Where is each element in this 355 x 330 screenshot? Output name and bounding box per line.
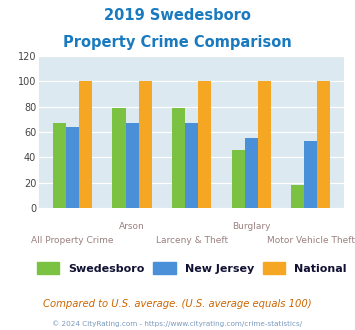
Text: Larceny & Theft: Larceny & Theft	[155, 236, 228, 245]
Text: Property Crime Comparison: Property Crime Comparison	[63, 35, 292, 50]
Bar	[304, 141, 317, 208]
Bar	[185, 123, 198, 208]
Bar	[79, 82, 92, 208]
Text: Burglary: Burglary	[232, 222, 271, 231]
Bar	[66, 127, 79, 208]
Bar	[231, 150, 245, 208]
Text: 2019 Swedesboro: 2019 Swedesboro	[104, 8, 251, 23]
Bar	[126, 123, 139, 208]
Bar	[258, 82, 271, 208]
Text: Arson: Arson	[119, 222, 145, 231]
Legend: Swedesboro, New Jersey, National: Swedesboro, New Jersey, National	[33, 258, 351, 278]
Bar	[317, 82, 331, 208]
Text: © 2024 CityRating.com - https://www.cityrating.com/crime-statistics/: © 2024 CityRating.com - https://www.city…	[53, 321, 302, 327]
Bar	[245, 138, 258, 208]
Text: Motor Vehicle Theft: Motor Vehicle Theft	[267, 236, 355, 245]
Text: Compared to U.S. average. (U.S. average equals 100): Compared to U.S. average. (U.S. average …	[43, 299, 312, 309]
Bar	[139, 82, 152, 208]
Bar	[53, 123, 66, 208]
Bar	[198, 82, 211, 208]
Text: All Property Crime: All Property Crime	[31, 236, 114, 245]
Bar	[172, 108, 185, 208]
Bar	[113, 108, 126, 208]
Bar	[291, 185, 304, 208]
